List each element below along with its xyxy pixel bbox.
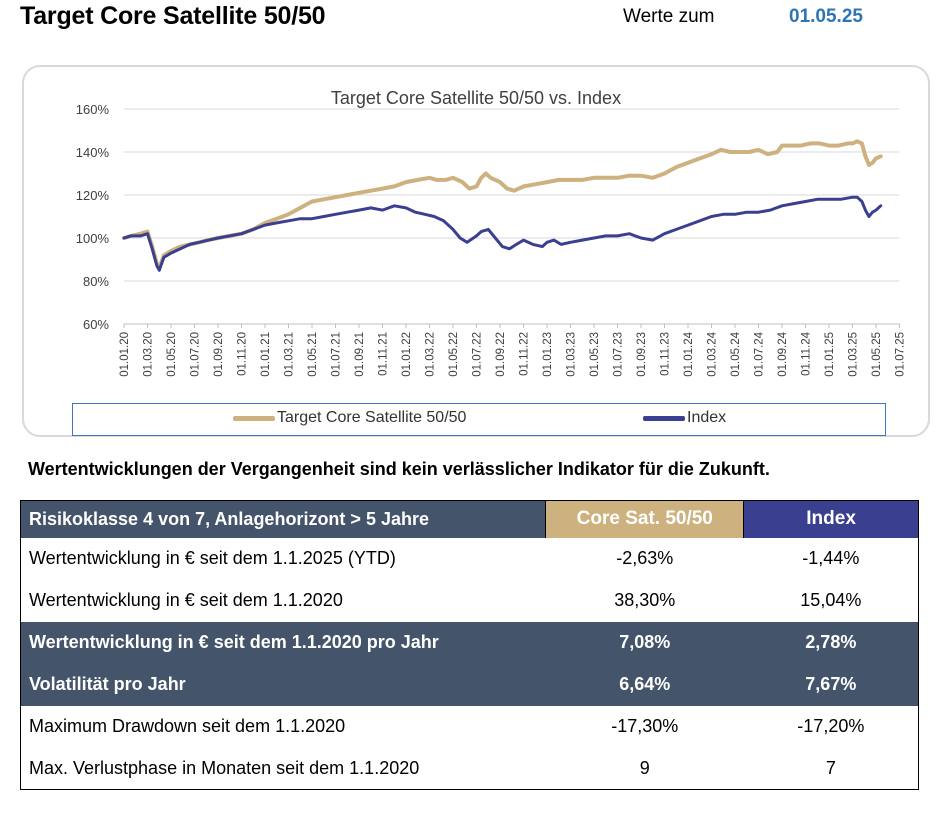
x-tick-label: 01.11.22 <box>519 332 531 376</box>
table-row: Wertentwicklung in € seit dem 1.1.2020 p… <box>20 621 919 664</box>
legend-label-index: Index <box>687 409 727 426</box>
legend-item-index: Index <box>643 409 726 427</box>
legend-swatch-portfolio <box>233 415 275 421</box>
row-core-value: -2,63% <box>616 548 674 568</box>
row-index-value: 7 <box>825 757 836 778</box>
x-tick-label: 01.05.25 <box>871 332 883 377</box>
x-tick-label: 01.03.23 <box>566 332 578 377</box>
x-tick-label: 01.01.23 <box>542 332 554 377</box>
row-core-value: 6,64% <box>545 663 744 706</box>
row-label: Max. Verlustphase in Monaten seit dem 1.… <box>29 757 420 778</box>
line-chart: Target Core Satellite 50/50 vs. Index 60%… <box>76 88 907 377</box>
legend-item-portfolio: Target Core Satellite 50/50 <box>233 409 466 427</box>
row-core-value: 7,08% <box>545 621 744 664</box>
x-tick-label: 01.07.23 <box>613 332 625 377</box>
performance-table: Risikoklasse 4 von 7, Anlagehorizont > 5… <box>20 500 919 790</box>
table-row: Wertentwicklung in € seit dem 1.1.2025 (… <box>21 538 919 580</box>
date-value: 01.05.25 <box>789 6 863 27</box>
x-tick-label: 01.05.20 <box>166 332 178 377</box>
table-row: Maximum Drawdown seit dem 1.1.2020 -17,30… <box>21 706 919 748</box>
x-tick-label: 01.01.24 <box>683 331 695 376</box>
header-core: Core Sat. 50/50 <box>545 500 744 538</box>
date-label: Werte zum <box>623 6 715 27</box>
row-index-value: 15,04% <box>800 590 862 610</box>
x-tick-label: 01.03.24 <box>707 331 719 376</box>
y-tick-label: 100% <box>76 231 110 246</box>
row-core-value: -17,30% <box>611 716 679 736</box>
x-tick-label: 01.11.20 <box>237 332 249 376</box>
header-index: Index <box>743 500 919 538</box>
page-title: Target Core Satellite 50/50 <box>20 2 326 30</box>
table-row: Max. Verlustphase in Monaten seit dem 1.… <box>21 748 919 790</box>
row-label: Wertentwicklung in € seit dem 1.1.2020 <box>29 590 343 610</box>
x-tick-label: 01.07.22 <box>472 332 484 377</box>
x-tick-label: 01.01.22 <box>401 332 413 377</box>
x-tick-label: 01.05.24 <box>730 331 742 376</box>
x-tick-label: 01.11.24 <box>801 331 813 376</box>
x-tick-label: 01.01.25 <box>824 332 836 377</box>
x-tick-label: 01.05.22 <box>448 332 460 377</box>
row-label: Volatilität pro Jahr <box>20 663 546 706</box>
y-tick-label: 60% <box>83 317 109 332</box>
y-tick-label: 120% <box>76 188 110 203</box>
x-tick-label: 01.01.20 <box>119 332 131 377</box>
x-tick-label: 01.09.24 <box>777 331 789 376</box>
x-tick-label: 01.09.20 <box>213 332 225 377</box>
x-tick-label: 01.07.25 <box>895 332 907 377</box>
legend-swatch-index <box>643 415 685 421</box>
chart-legend: Target Core Satellite 50/50 Index <box>72 403 886 436</box>
row-index-value: 2,78% <box>743 621 919 664</box>
x-tick-label: 01.03.22 <box>425 332 437 377</box>
y-tick-label: 80% <box>83 274 109 289</box>
row-label: Wertentwicklung in € seit dem 1.1.2025 (… <box>29 548 396 568</box>
x-tick-label: 01.07.24 <box>754 331 766 376</box>
series-line-portfolio <box>122 139 883 271</box>
row-index-value: -17,20% <box>797 716 865 736</box>
disclaimer: Wertentwicklungen der Vergangenheit sind… <box>28 459 770 479</box>
x-tick-label: 01.09.23 <box>636 332 648 377</box>
x-tick-label: 01.03.21 <box>284 332 296 377</box>
x-tick-label: 01.05.23 <box>589 332 601 377</box>
x-tick-label: 01.07.21 <box>331 332 343 377</box>
x-tick-label: 01.01.21 <box>260 332 272 377</box>
table-row: Wertentwicklung in € seit dem 1.1.2020 38… <box>21 580 919 622</box>
row-core-value: 9 <box>639 757 650 778</box>
y-tick-label: 160% <box>76 102 110 117</box>
row-label: Wertentwicklung in € seit dem 1.1.2020 p… <box>20 621 546 664</box>
y-tick-label: 140% <box>76 145 110 160</box>
table-row: Volatilität pro Jahr 6,64% 7,67% <box>20 663 919 706</box>
row-core-value: 38,30% <box>614 590 676 610</box>
x-tick-label: 01.09.21 <box>354 332 366 377</box>
row-label: Maximum Drawdown seit dem 1.1.2020 <box>29 716 346 736</box>
x-tick-label: 01.11.21 <box>378 332 390 376</box>
chart-container: Target Core Satellite 50/50 vs. Index 60%… <box>22 65 930 437</box>
x-tick-label: 01.09.22 <box>495 332 507 377</box>
legend-label-portfolio: Target Core Satellite 50/50 <box>277 409 467 426</box>
chart-title: Target Core Satellite 50/50 vs. Index <box>331 88 621 108</box>
x-tick-label: 01.07.20 <box>190 332 202 377</box>
row-index-value: 7,67% <box>743 663 919 706</box>
x-tick-label: 01.11.23 <box>660 332 672 376</box>
x-tick-label: 01.05.21 <box>307 332 319 377</box>
x-tick-label: 01.03.25 <box>848 332 860 377</box>
row-index-value: -1,44% <box>802 548 860 568</box>
x-tick-label: 01.03.20 <box>143 332 155 377</box>
header-risk-class: Risikoklasse 4 von 7, Anlagehorizont > 5… <box>20 500 546 538</box>
table-header-row: Risikoklasse 4 von 7, Anlagehorizont > 5… <box>20 500 919 538</box>
series-line-index <box>122 195 883 272</box>
